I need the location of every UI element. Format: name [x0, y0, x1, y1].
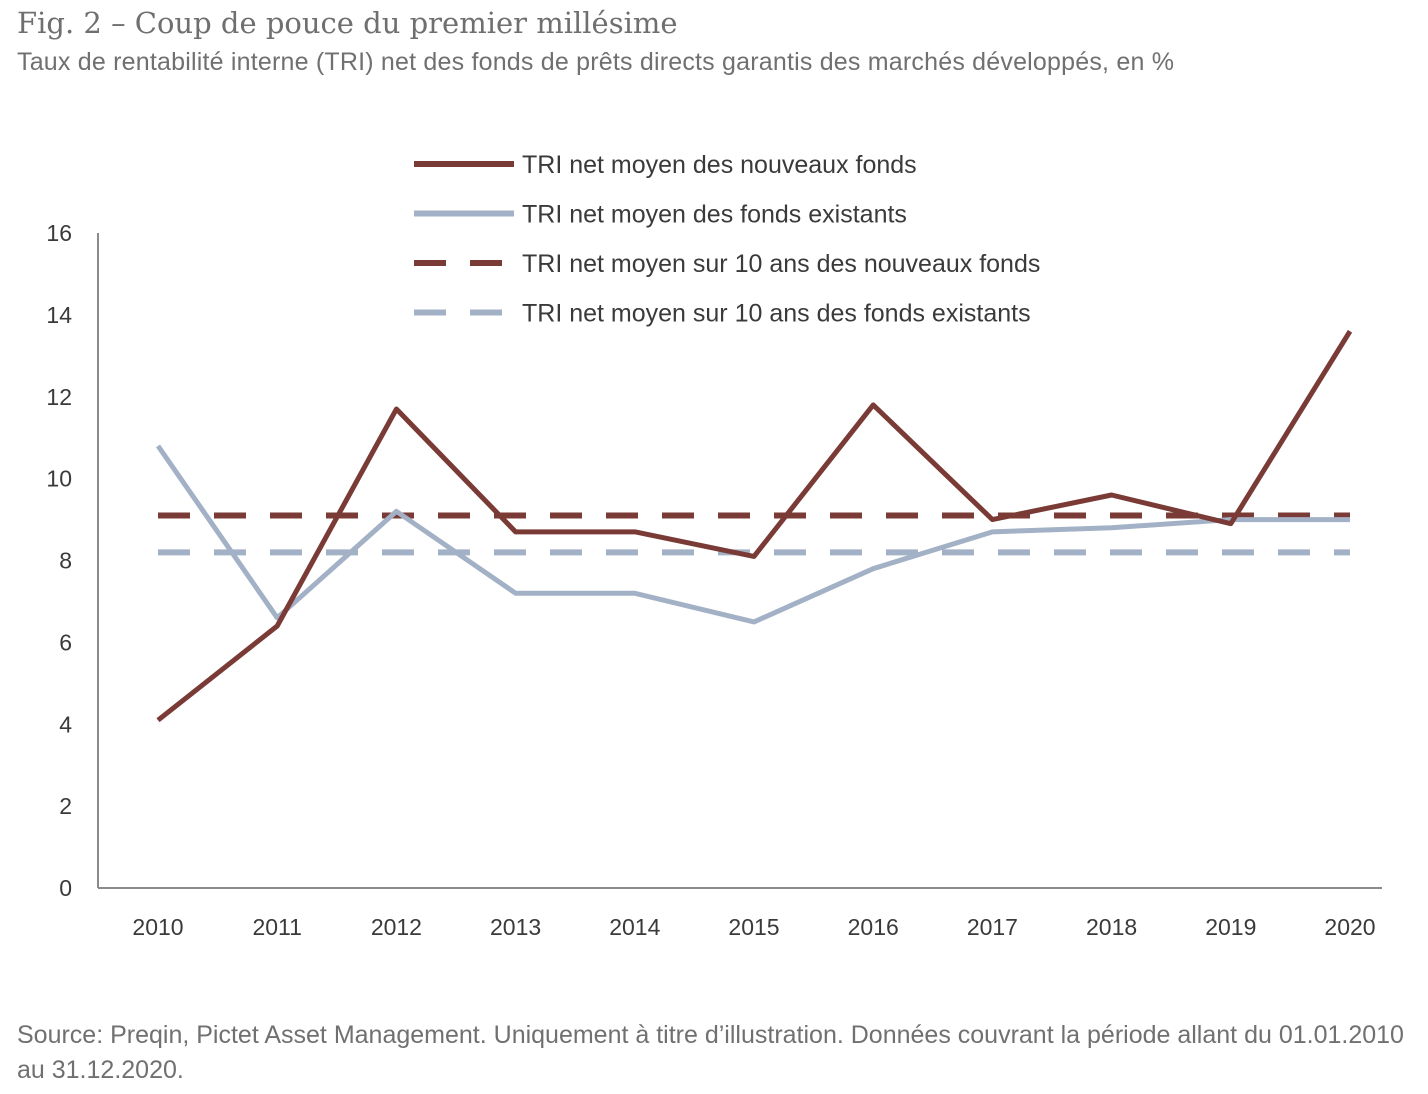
- y-tick-label: 12: [46, 384, 72, 410]
- y-tick-label: 8: [59, 548, 72, 574]
- x-tick-label: 2010: [132, 914, 183, 940]
- y-tick-label: 10: [46, 466, 72, 492]
- x-tick-label: 2012: [371, 914, 422, 940]
- x-tick-label: 2018: [1086, 914, 1137, 940]
- legend-label-4: TRI net moyen sur 10 ans des fonds exist…: [522, 300, 1031, 328]
- y-tick-label: 2: [59, 793, 72, 819]
- x-tick-label: 2011: [252, 914, 301, 940]
- x-tick-label: 2014: [609, 914, 660, 940]
- legend-label-2: TRI net moyen des fonds existants: [522, 201, 907, 229]
- x-tick-label: 2016: [848, 914, 899, 940]
- y-tick-label: 6: [59, 629, 72, 655]
- figure-title: Fig. 2 – Coup de pouce du premier millés…: [17, 6, 678, 40]
- x-tick-label: 2015: [728, 914, 779, 940]
- series-group: [155, 329, 1353, 723]
- y-tick-label: 4: [59, 711, 72, 737]
- axes: 0 2 4 6 8 10 12 14 16 2010 2011 2012 2013 2014 2015 201…: [46, 220, 1382, 940]
- x-tick-label: 2020: [1324, 914, 1375, 940]
- figure-subtitle: Taux de rentabilité interne (TRI) net de…: [17, 48, 1175, 76]
- legend-label-3: TRI net moyen sur 10 ans des nouveaux fo…: [522, 250, 1040, 278]
- x-tick-label: 2019: [1205, 914, 1256, 940]
- source-note: Source: Preqin, Pictet Asset Management.…: [17, 1021, 1404, 1084]
- y-tick-label: 0: [59, 875, 72, 901]
- series-line-2: [155, 444, 1350, 625]
- legend: TRI net moyen des nouveaux fonds TRI net …: [414, 151, 1040, 328]
- y-tick-label: 16: [46, 220, 72, 246]
- legend-label-1: TRI net moyen des nouveaux fonds: [522, 151, 917, 179]
- y-tick-label: 14: [46, 302, 72, 328]
- x-tick-label: 2017: [967, 914, 1018, 940]
- series-line-1: [156, 329, 1353, 723]
- x-tick-label: 2013: [490, 914, 541, 940]
